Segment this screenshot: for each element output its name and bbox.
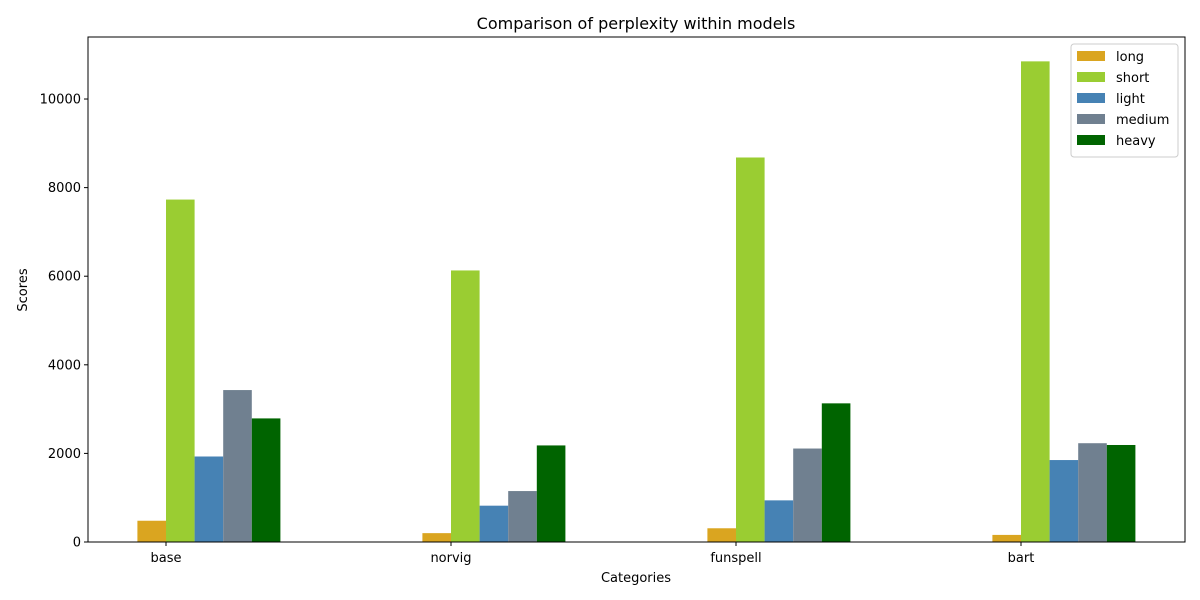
bar-long-base [137,520,166,542]
legend-swatch-light [1077,93,1105,103]
legend-swatch-short [1077,72,1105,82]
bar-long-norvig [422,533,451,542]
bar-medium-bart [1078,443,1107,542]
legend-swatch-long [1077,51,1105,61]
y-tick-label: 4000 [48,358,81,373]
bar-heavy-funspell [821,403,851,542]
x-tick-label-bart: bart [1008,551,1035,566]
bar-light-norvig [479,505,509,542]
bar-light-funspell [764,500,794,542]
bars-group [137,61,1136,543]
y-axis: 0 2000 4000 6000 8000 10000 [40,93,88,551]
bar-light-base [194,456,224,542]
legend-swatch-medium [1077,114,1105,124]
bar-light-bart [1049,460,1079,542]
bar-long-bart [992,534,1021,542]
bar-medium-funspell [793,448,822,542]
y-tick-label: 0 [73,536,81,551]
bar-heavy-base [251,418,281,542]
legend-label-medium: medium [1116,113,1169,128]
legend: long short light medium heavy [1070,43,1179,158]
bar-medium-norvig [508,491,537,542]
legend-label-long: long [1116,50,1144,65]
x-tick-label-base: base [151,551,182,566]
bar-long-funspell [707,528,736,542]
legend-label-heavy: heavy [1116,134,1156,149]
chart-title: Comparison of perplexity within models [477,14,796,33]
bar-short-norvig [451,270,480,542]
legend-swatch-heavy [1077,135,1105,145]
bar-short-bart [1021,61,1050,543]
x-tick-label-funspell: funspell [710,551,761,566]
bar-heavy-norvig [536,445,566,542]
y-axis-label: Scores [16,268,31,311]
y-tick-label: 2000 [48,447,81,462]
y-tick-label: 10000 [40,93,81,108]
legend-label-short: short [1116,71,1149,86]
legend-label-light: light [1116,92,1145,107]
bar-medium-base [223,390,252,542]
plot-frame [87,36,1186,543]
bar-heavy-bart [1106,444,1136,542]
bar-short-base [166,199,195,542]
y-tick-label: 8000 [48,181,81,196]
bar-short-funspell [736,157,765,543]
x-tick-label-norvig: norvig [430,551,471,566]
x-axis-label: Categories [601,571,671,586]
x-axis: base norvig funspell bart [151,542,1035,566]
y-tick-label: 6000 [48,270,81,285]
